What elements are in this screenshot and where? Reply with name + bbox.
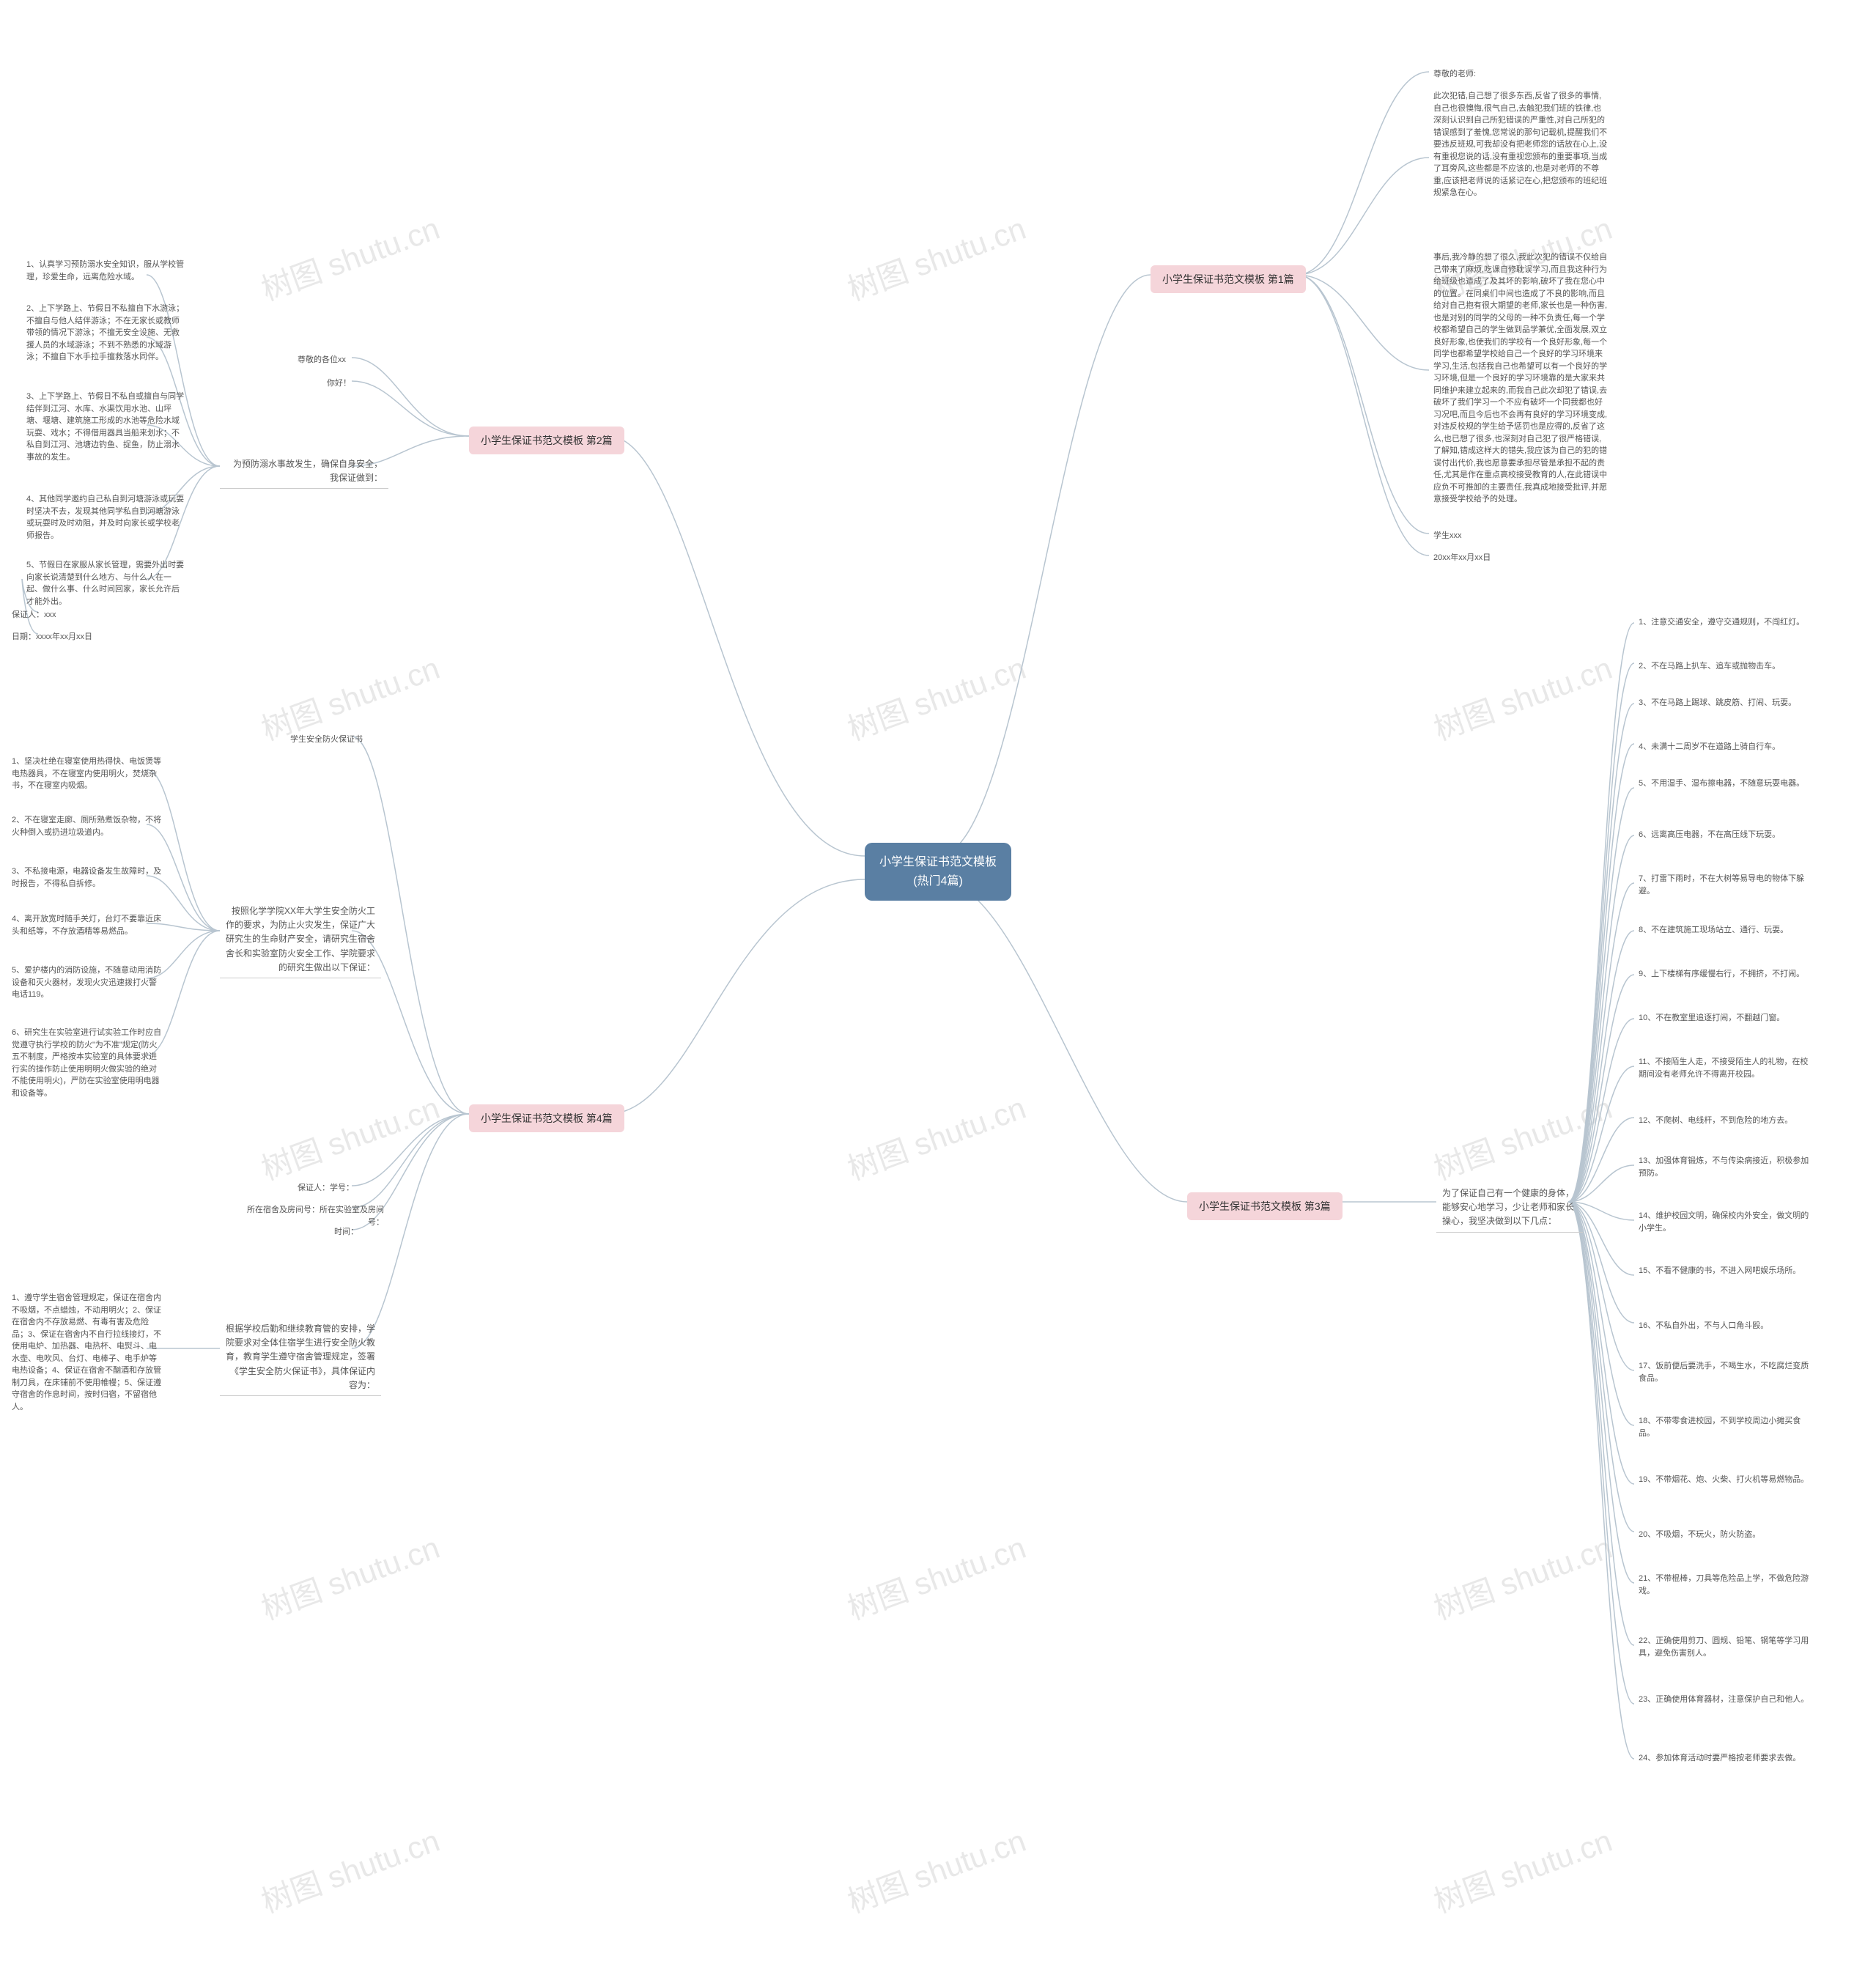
- b1-item-0: 尊敬的老师:: [1429, 66, 1480, 83]
- b4-h3: 所在宿舍及房间号：所在实验室及房间号：: [227, 1202, 388, 1230]
- b3-i14: 14、维护校园文明，确保校内外安全，做文明的小学生。: [1634, 1208, 1817, 1236]
- b3-i16: 16、不私自外出，不与人口角斗殴。: [1634, 1318, 1773, 1335]
- b1-item-3: 学生xxx: [1429, 528, 1466, 545]
- b4-h4: 根据学校后勤和继续教育管的安排，学院要求对全体住宿学生进行安全防火教育，教育学生…: [220, 1319, 381, 1396]
- b2-s3: 保证人：xxx: [7, 607, 61, 624]
- b3-i19: 19、不带烟花、炮、火柴、打火机等易燃物品。: [1634, 1472, 1813, 1488]
- b3-i24: 24、参加体育活动时要严格按老师要求去做。: [1634, 1750, 1805, 1767]
- b3-i18: 18、不带零食进校园，不到学校周边小摊买食品。: [1634, 1413, 1817, 1441]
- mindmap-container: 小学生保证书范文模板(热门4篇) 小学生保证书范文模板 第1篇 尊敬的老师: 此…: [0, 0, 1876, 1986]
- b4-f5: 5、爱护楼内的消防设施，不随意动用消防设备和灭火器材，发现火灾迅速拨打火警电话1…: [7, 962, 169, 1003]
- b2-s4: 日期：xxxx年xx月xx日: [7, 629, 97, 646]
- b3-i5: 5、不用湿手、湿布擦电器，不随意玩耍电器。: [1634, 775, 1809, 792]
- b2-l5: 5、节假日在家服从家长管理，需要外出时要向家长说清楚到什么地方、与什么人在一起、…: [22, 557, 191, 610]
- b3-i15: 15、不看不健康的书，不进入网吧娱乐场所。: [1634, 1263, 1805, 1280]
- b2-l2: 2、上下学路上、节假日不私擅自下水游泳；不擅自与他人结伴游泳；不在无家长或教师带…: [22, 300, 191, 366]
- b3-i3: 3、不在马路上踢球、跳皮筋、打闹、玩耍。: [1634, 695, 1801, 712]
- branch-3[interactable]: 小学生保证书范文模板 第3篇: [1187, 1192, 1343, 1220]
- b4-f1: 1、坚决杜绝在寝室使用热得快、电饭煲等电热器具，不在寝室内使用明火，焚烧杂书，不…: [7, 753, 169, 794]
- b1-item-2: 事后,我冷静的想了很久,我此次犯的错误不仅给自己带来了麻烦,吃课自修耽误学习,而…: [1429, 249, 1612, 508]
- b3-i9: 9、上下楼梯有序缓慢右行，不拥挤，不打闹。: [1634, 966, 1809, 983]
- branch-1[interactable]: 小学生保证书范文模板 第1篇: [1151, 265, 1306, 293]
- b2-s1: 你好！: [322, 375, 355, 392]
- b2-s0: 尊敬的各位xx: [293, 352, 350, 369]
- b3-i10: 10、不在教室里追逐打闹，不翻越门窗。: [1634, 1010, 1789, 1027]
- b3-i2: 2、不在马路上扒车、追车或抛物击车。: [1634, 658, 1784, 675]
- b3-i20: 20、不吸烟，不玩火，防火防盗。: [1634, 1527, 1765, 1543]
- b3-i1: 1、注意交通安全，遵守交通规则，不闯红灯。: [1634, 614, 1809, 631]
- b3-i7: 7、打雷下雨时，不在大树等易导电的物体下躲避。: [1634, 871, 1817, 899]
- b2-l3: 3、上下学路上、节假日不私自或擅自与同学结伴到江河、水库、水渠饮用水池、山坪塘、…: [22, 388, 191, 465]
- b2-l1: 1、认真学习预防溺水安全知识，服从学校管理，珍爱生命，远离危险水域。: [22, 256, 191, 285]
- center-node[interactable]: 小学生保证书范文模板(热门4篇): [865, 843, 1011, 901]
- b3-i17: 17、饭前便后要洗手，不喝生水，不吃腐烂变质食品。: [1634, 1358, 1817, 1387]
- b3-i21: 21、不带棍棒，刀具等危险品上学，不做危险游戏。: [1634, 1570, 1817, 1599]
- b3-i23: 23、正确使用体育器材，注意保护自己和他人。: [1634, 1691, 1813, 1708]
- b3-i6: 6、远离高压电器，不在高压线下玩耍。: [1634, 827, 1784, 844]
- b3-i11: 11、不接陌生人走，不接受陌生人的礼物，在校期间没有老师允许不得离开校园。: [1634, 1054, 1817, 1082]
- b3-i12: 12、不爬树、电线杆，不到危险的地方去。: [1634, 1112, 1797, 1129]
- b3-i22: 22、正确使用剪刀、圆规、铅笔、钢笔等学习用具，避免伤害别人。: [1634, 1633, 1817, 1661]
- b3-i8: 8、不在建筑施工现场站立、通行、玩耍。: [1634, 922, 1792, 939]
- b1-item-1: 此次犯错,自己想了很多东西,反省了很多的事情,自己也很懊悔,很气自己,去触犯我们…: [1429, 88, 1612, 202]
- b4-g1: 1、遵守学生宿舍管理规定，保证在宿舍内不吸烟，不点蜡烛，不动用明火；2、保证在宿…: [7, 1290, 169, 1415]
- b3-i4: 4、未满十二周岁不在道路上骑自行车。: [1634, 739, 1784, 756]
- b4-h1: 按照化学学院XX年大学生安全防火工作的要求，为防止火灾发生，保证广大研究生的生命…: [220, 901, 381, 978]
- b2-s2: 为预防溺水事故发生，确保自身安全，我保证做到：: [220, 454, 388, 489]
- b4-h0: 学生安全防火保证书: [286, 731, 367, 748]
- b4-h2: 保证人：学号：: [293, 1180, 358, 1197]
- branch-4[interactable]: 小学生保证书范文模板 第4篇: [469, 1104, 624, 1132]
- branch-2[interactable]: 小学生保证书范文模板 第2篇: [469, 427, 624, 454]
- b3-intro: 为了保证自己有一个健康的身体，能够安心地学习，少让老师和家长操心，我坚决做到以下…: [1436, 1184, 1583, 1233]
- b4-f3: 3、不私接电源，电器设备发生故障时，及时报告，不得私自拆修。: [7, 863, 169, 892]
- b4-f6: 6、研究生在实验室进行试实验工作时应自觉遵守执行学校的防火"为不准"规定(防火五…: [7, 1025, 169, 1101]
- b4-f2: 2、不在寝室走廊、厕所熟煮饭杂物，不将火种倒入或扔进垃圾道内。: [7, 812, 169, 841]
- b4-h3b: 时间：: [330, 1224, 363, 1241]
- b1-item-4: 20xx年xx月xx日: [1429, 550, 1495, 566]
- b2-l4: 4、其他同学邀约自己私自到河塘游泳或玩耍时坚决不去，发现其他同学私自到河塘游泳或…: [22, 491, 191, 544]
- b3-i13: 13、加强体育锻炼，不与传染病接近，积极参加预防。: [1634, 1153, 1817, 1181]
- b4-f4: 4、离开放宽时随手关灯，台灯不要靠近床头和纸等，不存放酒精等易燃品。: [7, 911, 169, 940]
